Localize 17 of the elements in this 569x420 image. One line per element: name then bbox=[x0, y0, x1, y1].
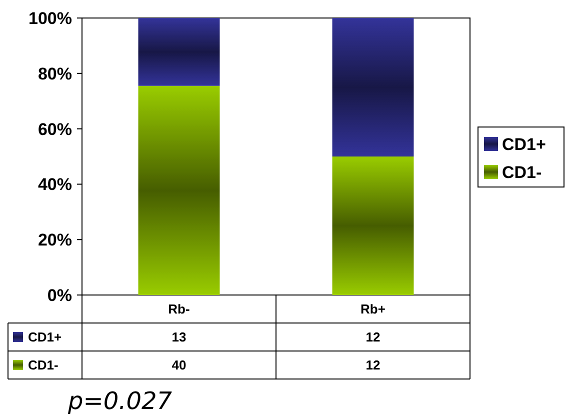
y-tick-label: 40% bbox=[38, 175, 72, 194]
text: p=0.027 bbox=[67, 387, 173, 415]
y-tick-label: 80% bbox=[38, 64, 72, 84]
legend-label: CD1- bbox=[502, 162, 542, 182]
text: 13 bbox=[172, 330, 186, 345]
text: CD1+ bbox=[28, 330, 62, 345]
y-tick-label: 0% bbox=[47, 286, 72, 305]
y-tick-label: 20% bbox=[38, 230, 72, 250]
x-tick-label: Rb- bbox=[168, 302, 190, 317]
x-tick-label: Rb+ bbox=[360, 302, 386, 317]
text: CD1- bbox=[28, 358, 58, 373]
y-tick-label: 60% bbox=[38, 120, 72, 139]
text: 12 bbox=[366, 330, 380, 345]
legend-label: CD1+ bbox=[502, 134, 546, 154]
text: 40 bbox=[172, 358, 186, 373]
y-tick-label: 100% bbox=[28, 8, 72, 28]
text: 12 bbox=[366, 358, 380, 373]
